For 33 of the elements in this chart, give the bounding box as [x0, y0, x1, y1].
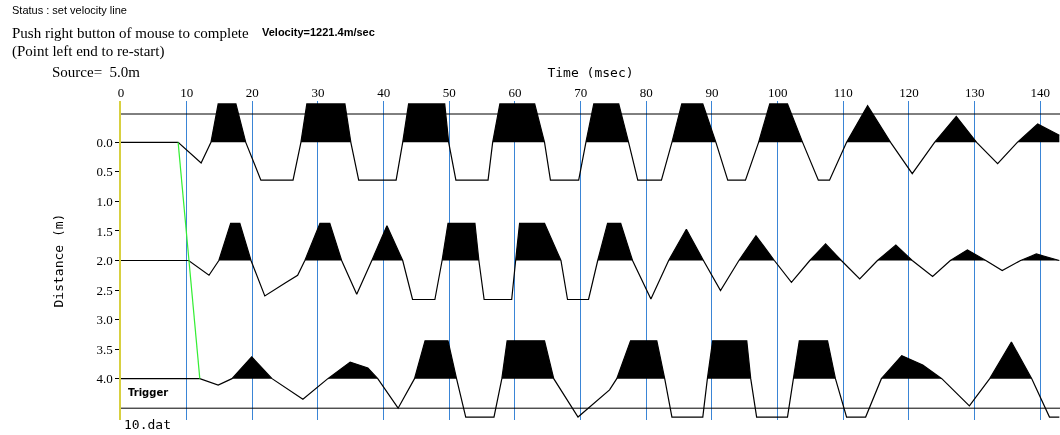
x-tick-label: 80 [639, 85, 653, 101]
y-tick-label: 3.0 [96, 312, 113, 328]
annotation: Trigger [128, 387, 169, 398]
x-tick-label: 100 [767, 85, 788, 101]
x-tick-label: 30 [311, 85, 325, 101]
x-tick-label: 20 [245, 85, 259, 101]
y-tick-label: 0.0 [96, 134, 113, 150]
text: Push right button of mouse to complete [12, 25, 249, 41]
text: (Point left end to re-start) [12, 43, 165, 60]
x-tick-label: 140 [1030, 85, 1051, 101]
y-axis-title: Distance (m) [50, 213, 66, 308]
y-tick-label: 1.0 [96, 193, 113, 209]
x-tick-label: 50 [442, 85, 456, 101]
x-tick-label: 70 [574, 85, 588, 101]
y-tick-label: 3.5 [96, 341, 113, 357]
x-tick-label: 120 [899, 85, 919, 101]
x-tick-label: 130 [964, 85, 985, 101]
x-tick-label: 0 [117, 85, 125, 101]
y-tick-label: 4.0 [96, 371, 113, 387]
y-tick-label: 1.5 [96, 223, 113, 239]
text: Velocity=1221.4m/sec [262, 26, 375, 38]
x-tick-label: 10 [180, 85, 194, 101]
y-tick-label: 2.5 [96, 282, 113, 298]
annotation: 10.dat [124, 417, 171, 432]
x-tick-label: 40 [377, 85, 391, 101]
y-tick-label: 0.5 [96, 164, 113, 180]
x-axis-title: Time (msec) [547, 65, 634, 81]
y-tick-label: 2.0 [96, 253, 113, 269]
text: Status : set velocity line [12, 4, 127, 16]
x-tick-label: 110 [833, 85, 853, 101]
x-tick-label: 60 [508, 85, 522, 101]
x-tick-label: 90 [705, 85, 719, 101]
source-note: Source= 5.0m [52, 64, 141, 80]
